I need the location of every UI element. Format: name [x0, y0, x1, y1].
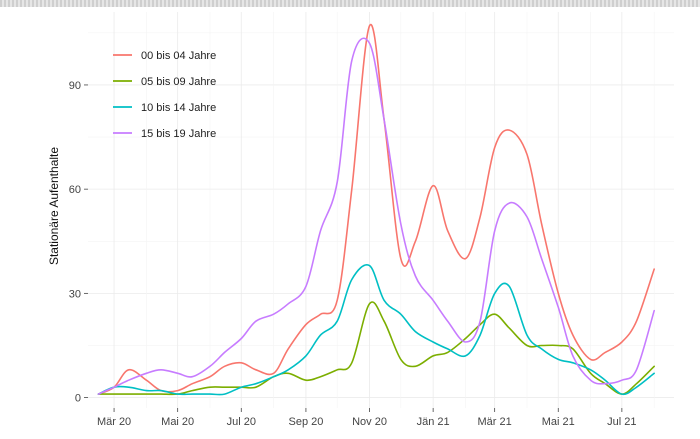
legend-label-3: 15 bis 19 Jahre	[141, 128, 216, 140]
y-axis-title: Stationäre Aufenthalte	[47, 147, 61, 265]
series-line-0	[97, 23, 655, 395]
x-axis: Mär 20 Mai 20 Jul 20 Sep 20 Nov 20 Jän 21 Mär …	[97, 408, 637, 428]
legend-label-2: 10 bis 14 Jahre	[141, 102, 216, 114]
y-tick-label: 60	[69, 184, 81, 196]
x-tick-label: Mär 21	[478, 416, 512, 428]
series-line-1	[97, 301, 655, 396]
chart-grid	[88, 12, 674, 408]
chart-legend: 00 bis 04 Jahre 05 bis 09 Jahre 10 bis 14 …	[113, 50, 216, 140]
y-tick-label: 90	[69, 80, 81, 92]
x-tick-label: Jän 21	[417, 416, 450, 428]
y-tick-label: 0	[75, 393, 81, 405]
legend-label-1: 05 bis 09 Jahre	[141, 76, 216, 88]
series-line-2	[97, 264, 655, 396]
x-tick-label: Mär 20	[97, 416, 131, 428]
legend-label-0: 00 bis 04 Jahre	[141, 50, 216, 62]
y-axis: 0 30 60 90	[69, 80, 88, 405]
top-border-strip	[0, 0, 700, 7]
x-tick-label: Jul 20	[227, 416, 256, 428]
x-tick-label: Sep 20	[288, 416, 323, 428]
chart-series	[97, 23, 655, 396]
x-tick-label: Jul 21	[607, 416, 636, 428]
x-tick-label: Mai 21	[542, 416, 575, 428]
y-tick-label: 30	[69, 288, 81, 300]
series-line-3	[97, 37, 655, 395]
x-tick-label: Mai 20	[161, 416, 194, 428]
x-tick-label: Nov 20	[352, 416, 387, 428]
